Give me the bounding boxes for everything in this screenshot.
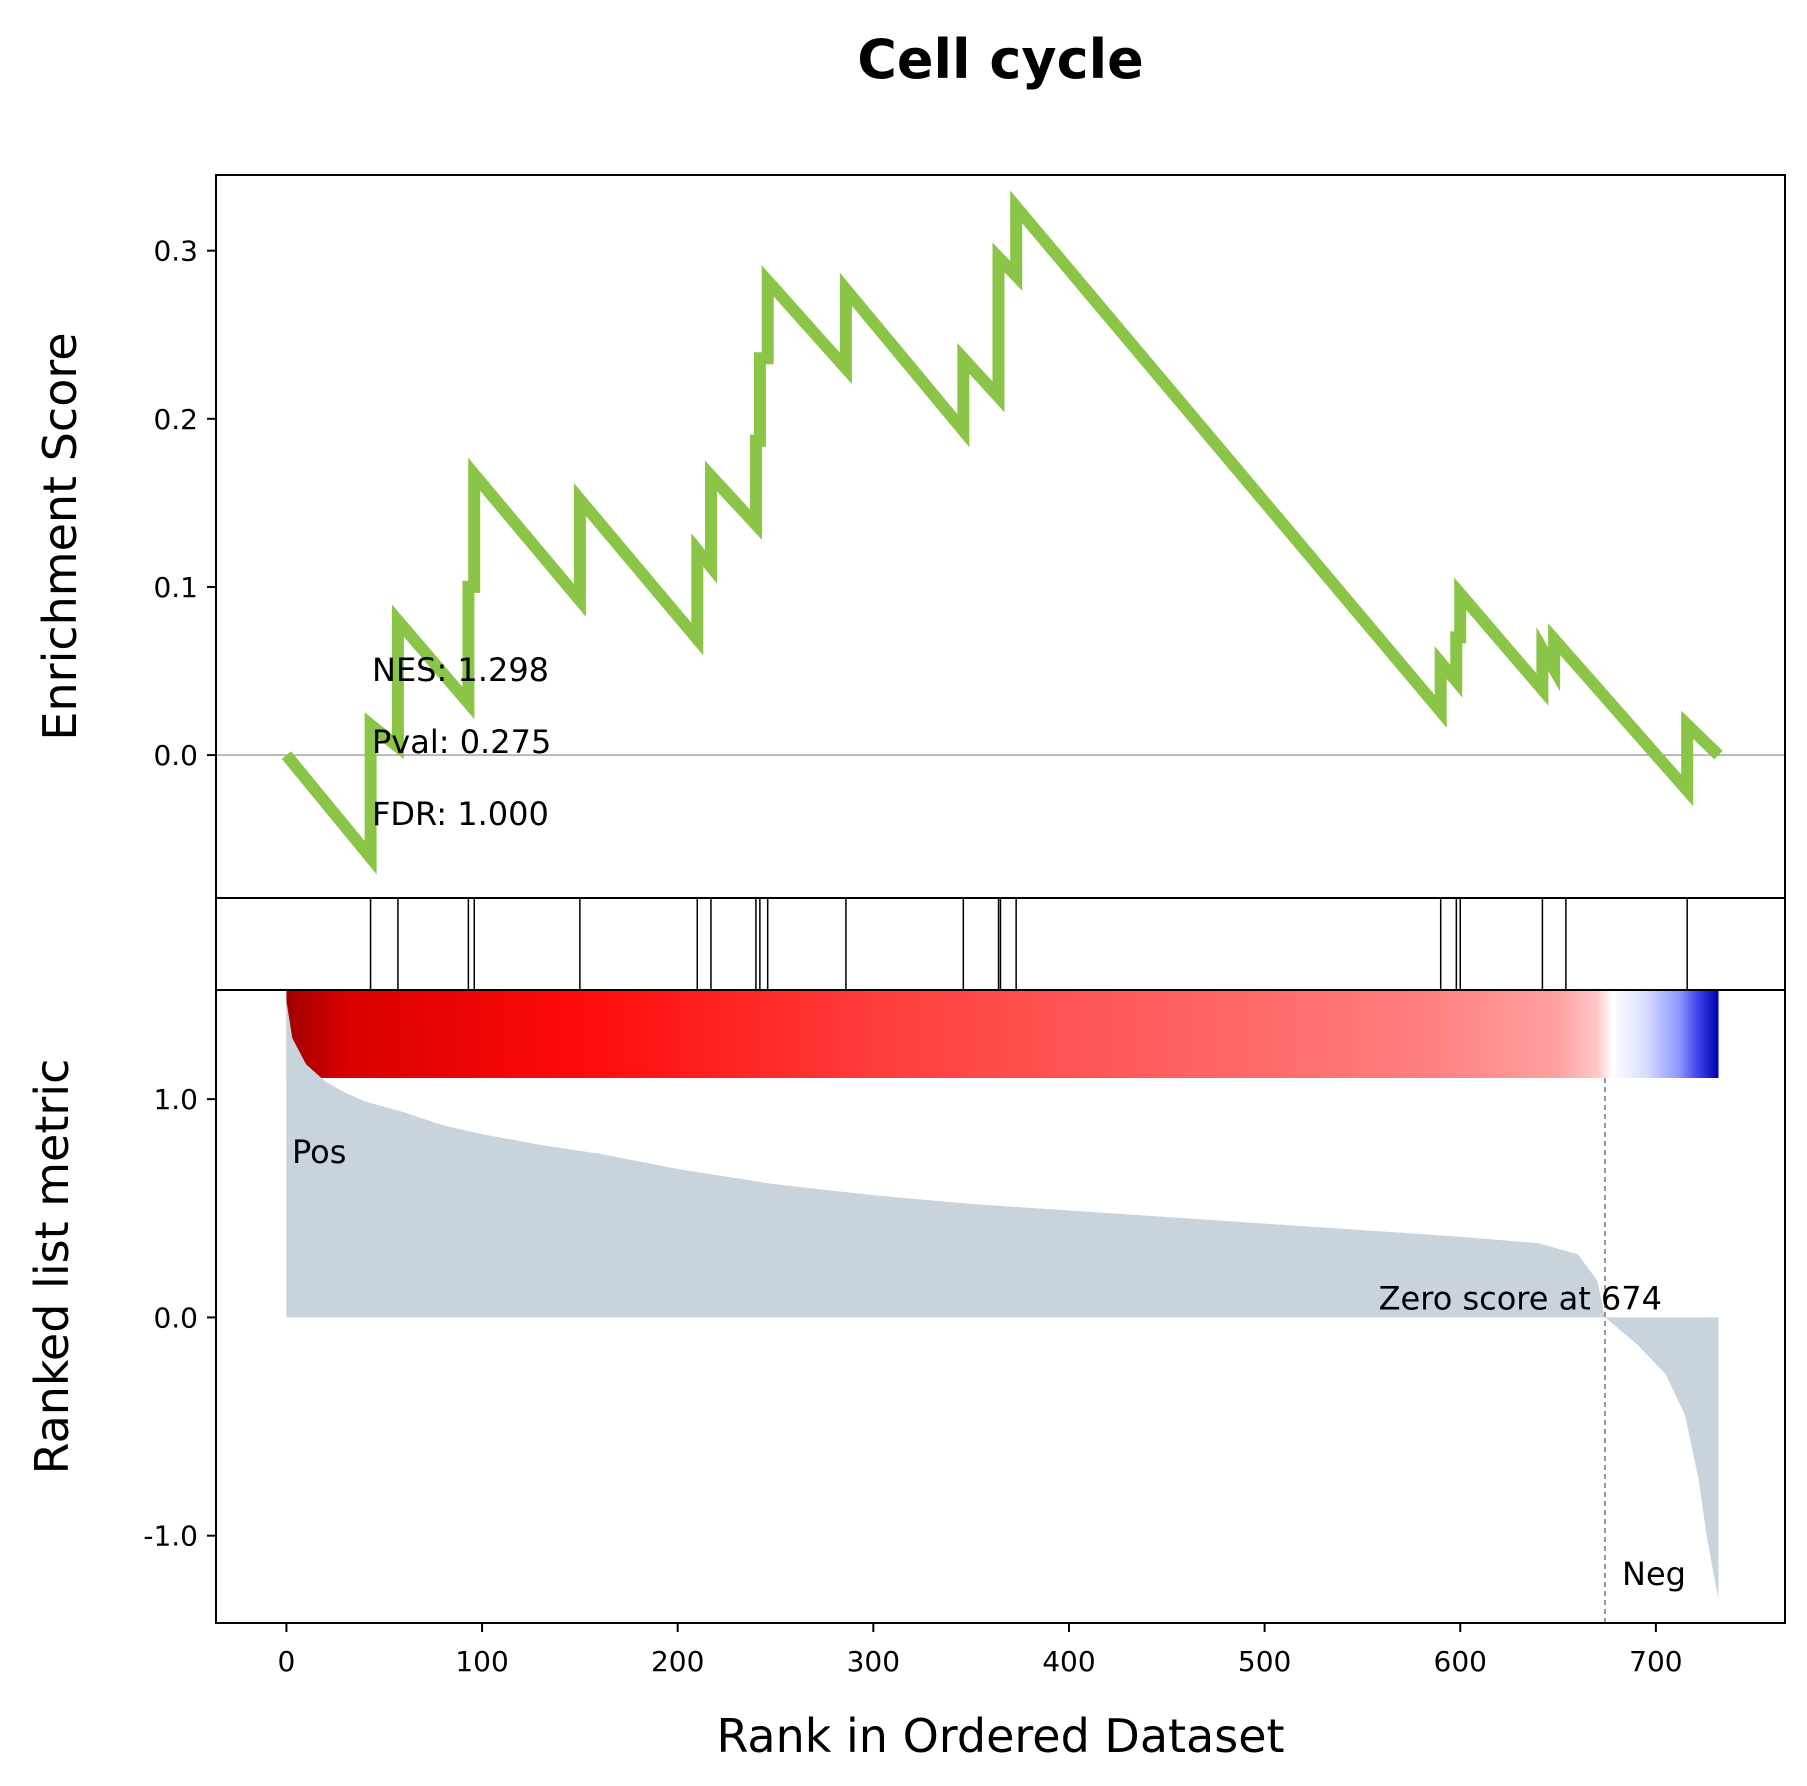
pval-annotation: Pval: 0.275 — [372, 723, 551, 761]
x-tick-label: 100 — [455, 1645, 508, 1678]
enrichment-score-line — [281, 190, 1723, 875]
x-axis-label: Rank in Ordered Dataset — [716, 1709, 1284, 1763]
nes-annotation: NES: 1.298 — [372, 651, 549, 689]
fdr-annotation: FDR: 1.000 — [372, 795, 549, 833]
x-tick-label: 400 — [1042, 1645, 1095, 1678]
rank-colorbar — [286, 990, 1719, 1078]
x-ticks: 0 100 200 300 400 500 600 700 — [278, 1623, 1683, 1678]
enrichment-panel: NES: 1.298 Pval: 0.275 FDR: 1.000 0.0 0.1… — [33, 174, 1786, 899]
enrichment-y-ticks: 0.0 0.1 0.2 0.3 — [153, 235, 216, 772]
x-tick-label: 0 — [278, 1645, 296, 1678]
pos-label: Pos — [292, 1133, 346, 1171]
y-tick-label: 0.2 — [153, 403, 198, 436]
enrichment-y-axis-label: Enrichment Score — [33, 332, 87, 740]
x-tick-label: 200 — [651, 1645, 704, 1678]
x-tick-label: 600 — [1434, 1645, 1487, 1678]
y-tick-label: -1.0 — [143, 1520, 198, 1553]
enrichment-line-group — [281, 190, 1723, 875]
y-tick-label: 0.0 — [153, 1301, 198, 1334]
hit-lines — [369, 898, 1688, 990]
y-tick-label: 0.0 — [153, 739, 198, 772]
ranked-list-panel: Zero score at 674 Pos Neg -1.0 0.0 1.0 Ran… — [25, 989, 1786, 1763]
hits-panel — [215, 897, 1786, 991]
y-tick-label: 0.1 — [153, 571, 198, 604]
ranked-y-axis-label: Ranked list metric — [25, 1059, 79, 1475]
x-tick-label: 500 — [1238, 1645, 1291, 1678]
zero-score-annotation: Zero score at 674 — [1379, 1279, 1662, 1317]
chart-title: Cell cycle — [857, 28, 1143, 91]
ranked-metric-area — [286, 1000, 1719, 1599]
y-tick-label: 0.3 — [153, 235, 198, 268]
y-tick-label: 1.0 — [153, 1083, 198, 1116]
ranked-y-ticks: -1.0 0.0 1.0 — [143, 1083, 216, 1553]
x-tick-label: 300 — [847, 1645, 900, 1678]
ranked-frame — [215, 989, 1786, 1624]
x-tick-label: 700 — [1629, 1645, 1682, 1678]
neg-label: Neg — [1622, 1555, 1686, 1593]
